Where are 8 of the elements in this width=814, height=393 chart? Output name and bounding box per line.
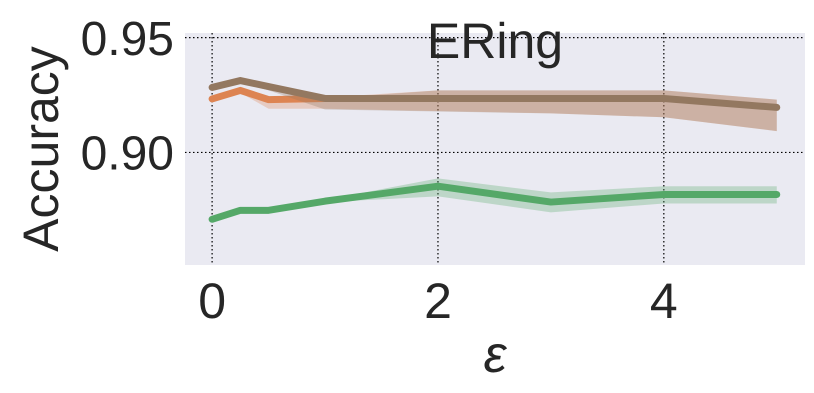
chart-title: ERing xyxy=(426,13,564,69)
x-tick-label: 0 xyxy=(198,273,226,329)
x-tick-label: 4 xyxy=(650,273,678,329)
x-axis-title: ε xyxy=(484,326,508,384)
x-tick-label: 2 xyxy=(424,273,452,329)
y-axis-title: Accuracy xyxy=(13,46,69,252)
y-tick-label: 0.90 xyxy=(80,128,174,181)
y-tick-label: 0.95 xyxy=(80,12,174,66)
